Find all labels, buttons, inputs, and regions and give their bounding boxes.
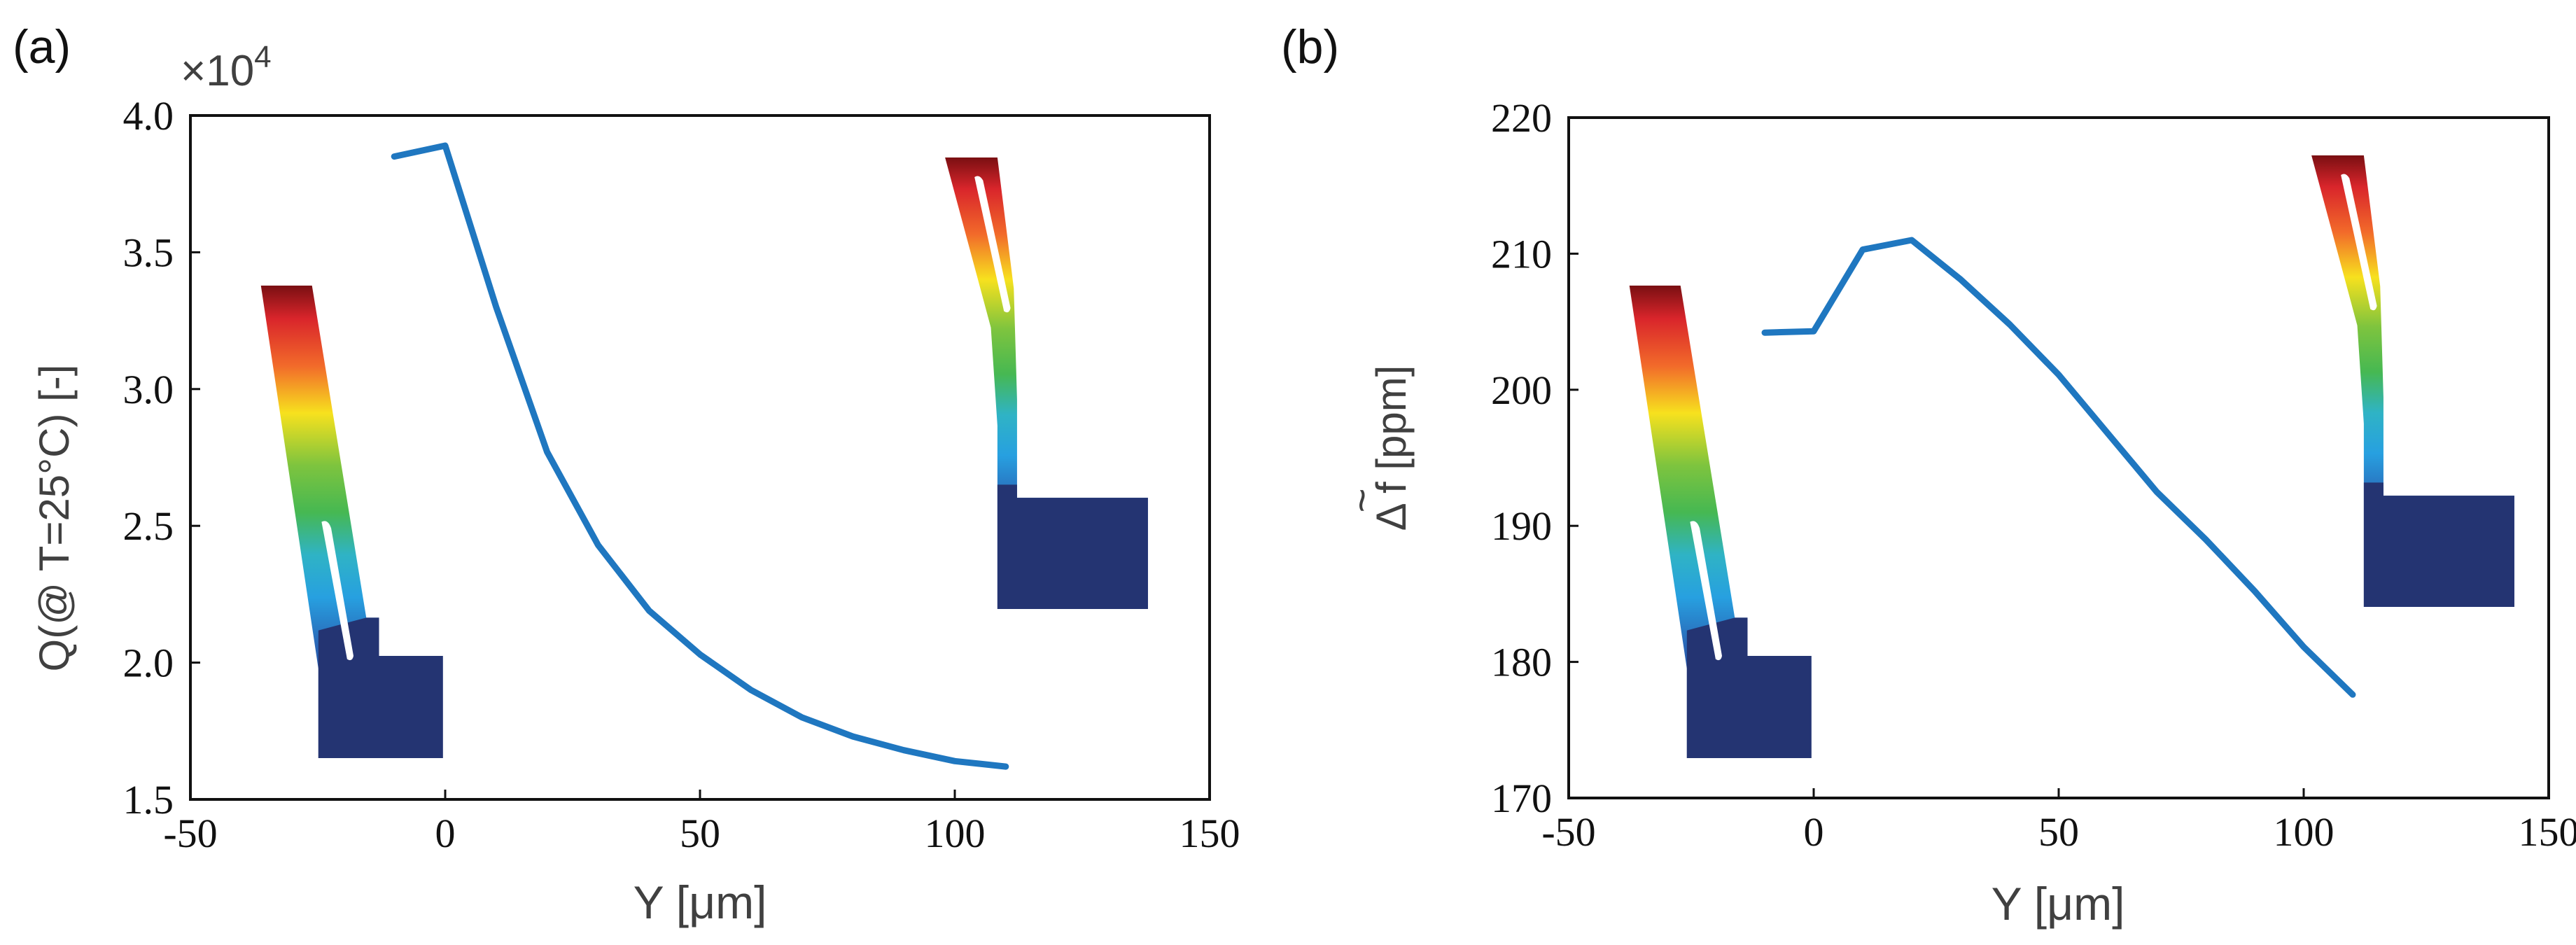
x-tick-labels-b: -50 0 50 100 150 [1541,809,2576,855]
y-tick-label: 4.0 [123,93,174,139]
panel-label-a: (a) [13,20,71,74]
y-tick-label: 2.5 [123,503,174,549]
y-tick-label: 180 [1491,640,1552,685]
x-tick-labels-a: -50 0 50 100 150 [163,811,1240,856]
chart-panel-a: (a) 1.5 2.0 2.5 3.0 3.5 4.0 -50 0 50 100 150 ×104… [13,20,1240,928]
x-axis-label-a: Y [μm] [634,876,767,928]
y-tick-label: 200 [1491,368,1552,413]
x-tick-label: 100 [2274,809,2334,855]
series-line-q [391,142,1009,770]
y-tick-label: 3.5 [123,230,174,275]
x-tick-label: 50 [680,811,720,856]
x-tick-label: -50 [163,811,217,856]
y-axis-label-a: Q(@ T=25°C) [-] [31,365,78,672]
y-tick-labels-b: 170 180 190 200 210 220 [1491,95,1552,821]
chart-panel-b: (b) 170 180 190 200 210 220 -50 0 50 100 150 Y [μ… [1281,20,2576,930]
y-axis-label-b: Δ f [ppm] [1368,365,1415,531]
x-tick-label: 50 [2038,809,2079,855]
x-tick-label: 0 [435,811,456,856]
x-axis-label-b: Y [μm] [1991,878,2125,930]
y-tick-label: 1.5 [123,777,174,822]
y-tick-label: 210 [1491,231,1552,276]
x-tick-label: 150 [2519,809,2576,855]
y-tick-label: 220 [1491,95,1552,141]
x-tick-label: 150 [1180,811,1240,856]
panel-label-b: (b) [1281,20,1339,74]
y-tick-label: 170 [1491,776,1552,821]
x-tick-label: -50 [1541,809,1595,855]
series-line-delta-f [1761,237,2356,698]
x-tick-label: 100 [925,811,986,856]
y-tick-label: 190 [1491,503,1552,549]
y-axis-label-tilde-b: ~ [1338,488,1385,512]
y-tick-label: 3.0 [123,367,174,412]
y-tick-labels-a: 1.5 2.0 2.5 3.0 3.5 4.0 [123,93,174,822]
y-tick-label: 2.0 [123,640,174,686]
axis-ticks-b [1567,116,2550,799]
axis-ticks-a [189,114,1211,801]
x-tick-label: 0 [1804,809,1824,855]
y-multiplier-a: ×104 [181,40,272,95]
